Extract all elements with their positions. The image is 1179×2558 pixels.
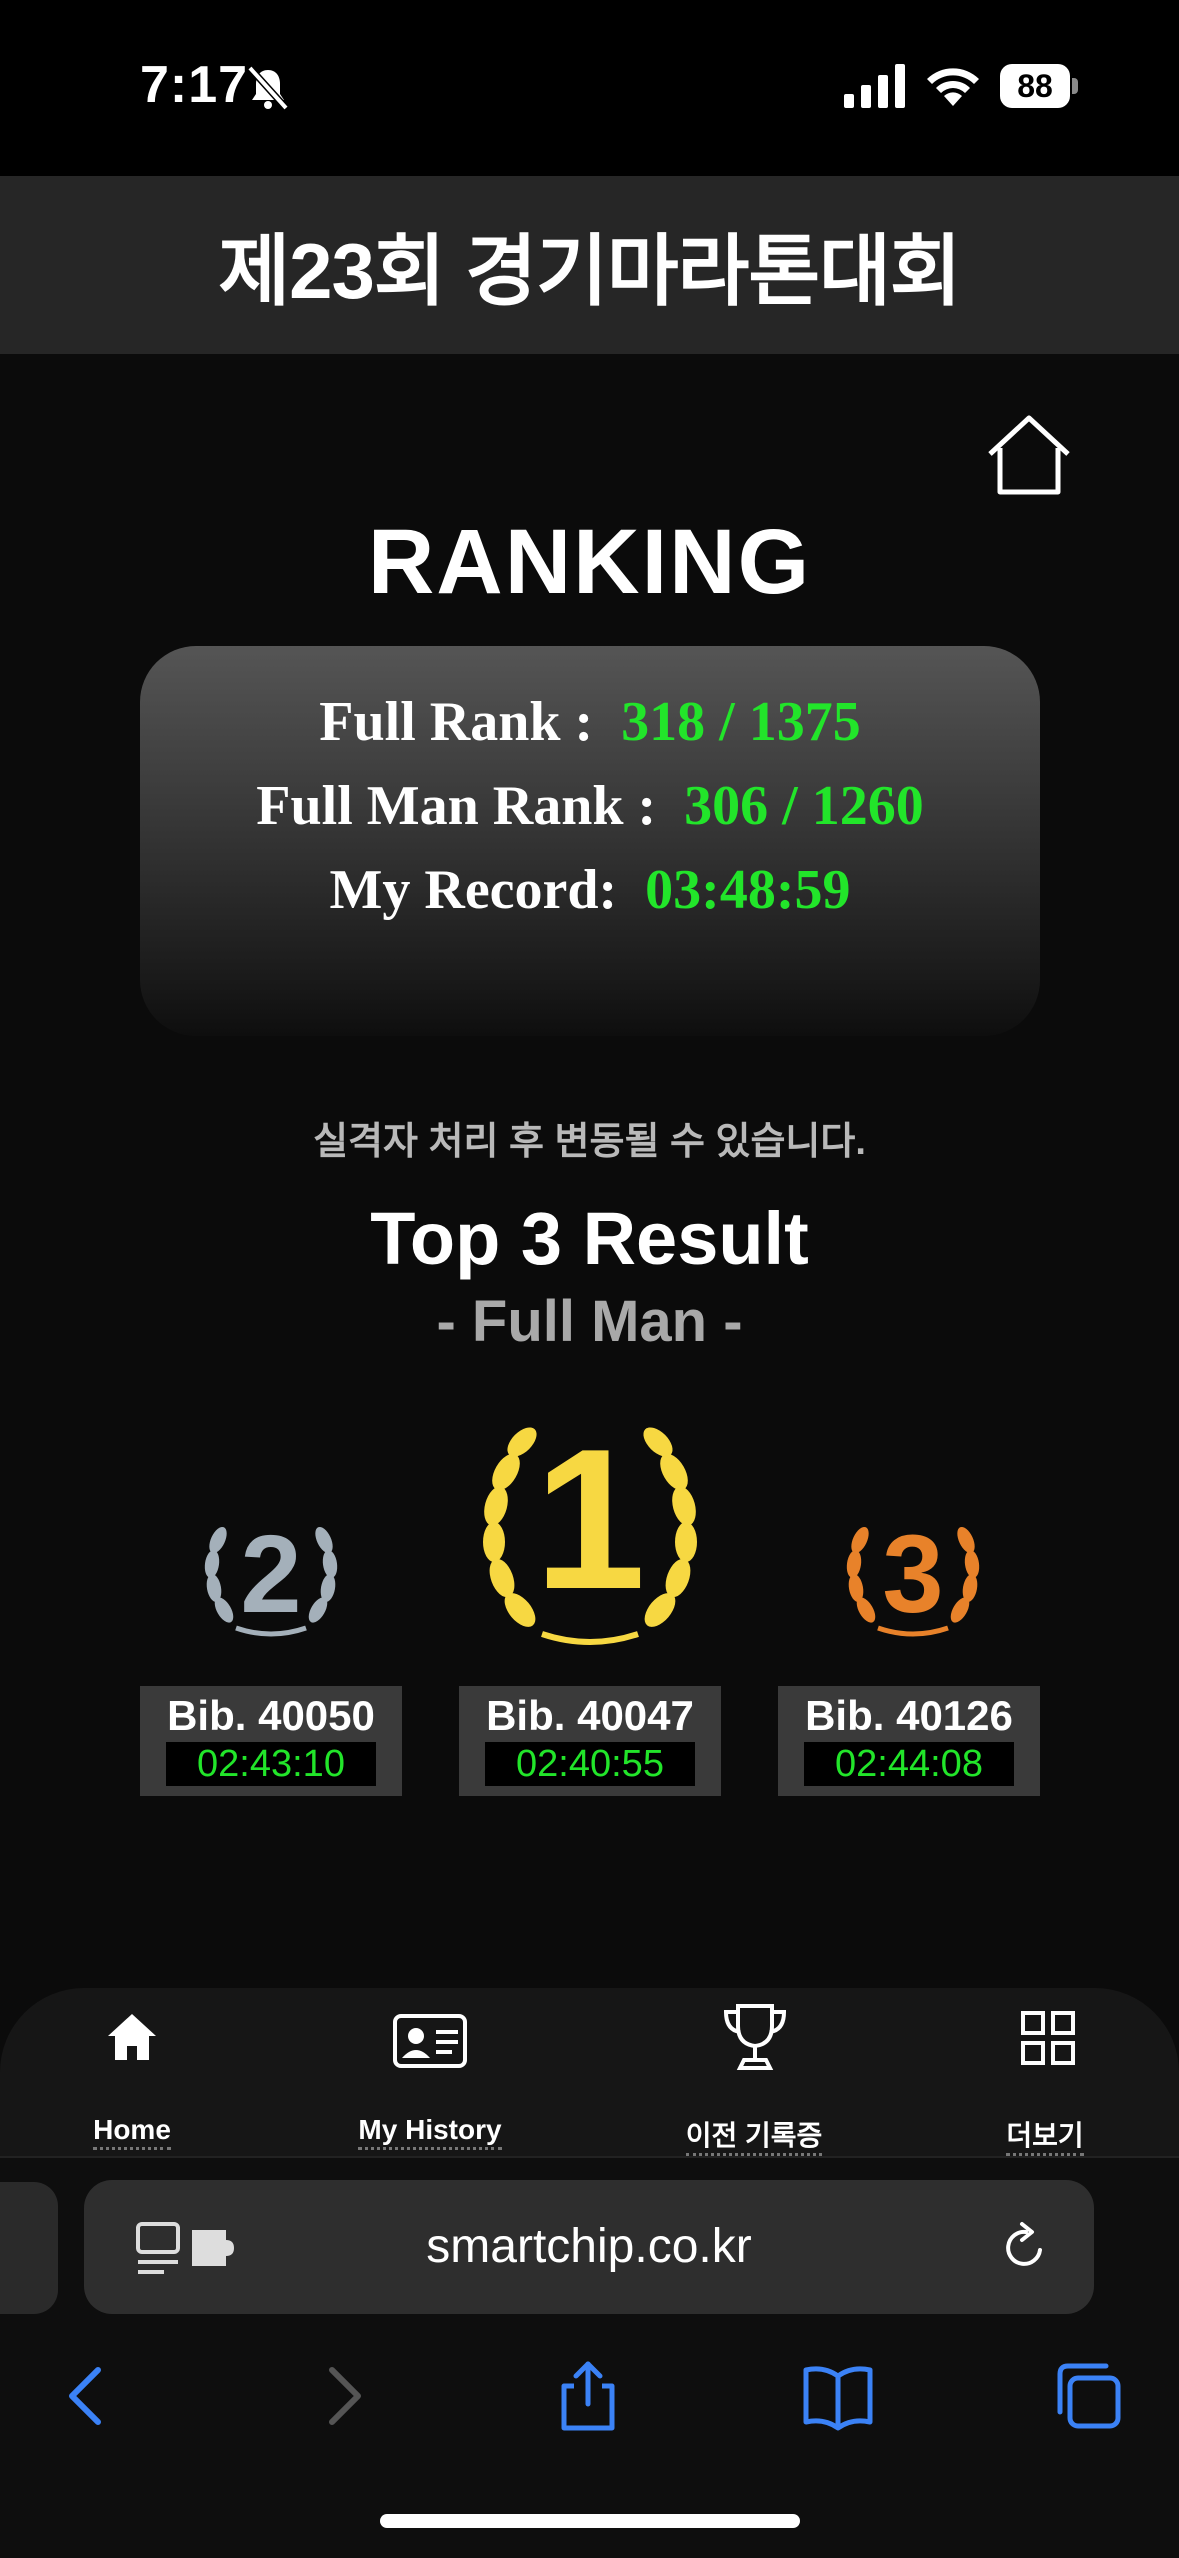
bottom-nav: Home My History 이전 기록증 더보기 <box>0 1988 1179 2156</box>
first-place-card: Bib. 40047 02:40:55 <box>459 1686 721 1796</box>
full-man-rank-value: 306 / 1260 <box>684 775 924 837</box>
top3-subtitle: - Full Man - <box>436 1289 743 1354</box>
full-rank-row: Full Rank : 318 / 1375 <box>140 690 1040 754</box>
tabs-icon[interactable] <box>1050 2358 1126 2434</box>
third-place-card: Bib. 40126 02:44:08 <box>778 1686 1040 1796</box>
grid-icon <box>1021 2011 1075 2065</box>
third-place-bib: Bib. 40126 <box>805 1692 1013 1739</box>
my-record-label: My Record: <box>329 859 618 921</box>
full-rank-label: Full Rank : <box>319 691 594 753</box>
third-place-rank: 3 <box>882 1513 943 1636</box>
bookmarks-icon[interactable] <box>800 2358 876 2434</box>
browser-toolbar: smartchip.co.kr <box>0 2156 1179 2558</box>
third-place-laurel-icon: 3 <box>846 1513 980 1637</box>
page-menu-icon[interactable] <box>134 2220 254 2276</box>
event-title: 제23회 경기마라톤대회 <box>218 227 961 315</box>
home-indicator[interactable] <box>380 2514 800 2528</box>
wifi-icon <box>927 68 979 106</box>
second-place-card: Bib. 40050 02:43:10 <box>140 1686 402 1796</box>
reload-icon[interactable] <box>996 2220 1052 2276</box>
second-place-laurel-icon: 2 <box>204 1513 338 1637</box>
full-man-rank-row: Full Man Rank : 306 / 1260 <box>140 774 1040 838</box>
nav-label-home: Home <box>93 2114 171 2150</box>
bell-muted-icon <box>247 65 289 111</box>
third-place-time: 02:44:08 <box>804 1742 1014 1786</box>
status-bar: 7:17 88 <box>0 0 1179 176</box>
cellular-signal-icon <box>844 64 905 108</box>
ranking-title: RANKING <box>367 511 812 613</box>
back-icon[interactable] <box>50 2358 126 2434</box>
nav-label-my-history: My History <box>358 2114 502 2150</box>
first-place-bib: Bib. 40047 <box>486 1692 694 1739</box>
nav-item-home[interactable]: Home <box>60 1988 204 2156</box>
battery-tip <box>1072 78 1078 94</box>
rank-card: Full Rank : 318 / 1375 Full Man Rank : 3… <box>140 646 1040 1036</box>
nav-item-previous-certificates[interactable]: 이전 기록증 <box>664 1988 844 2156</box>
second-place-time: 02:43:10 <box>166 1742 376 1786</box>
battery-indicator: 88 <box>1000 64 1078 108</box>
previous-tab-preview[interactable] <box>0 2182 58 2314</box>
first-place-time: 02:40:55 <box>485 1742 695 1786</box>
nav-item-my-history[interactable]: My History <box>340 1988 520 2156</box>
battery-level: 88 <box>1000 64 1070 108</box>
my-record-row: My Record: 03:48:59 <box>140 858 1040 922</box>
first-place-laurel-icon: 1 <box>483 1420 697 1645</box>
second-place-rank: 2 <box>240 1513 301 1636</box>
event-header: 제23회 경기마라톤대회 <box>0 176 1179 354</box>
disqualification-notice: 실격자 처리 후 변동될 수 있습니다. <box>313 1121 866 1163</box>
nav-label-more: 더보기 <box>1006 2120 1084 2156</box>
share-icon[interactable] <box>550 2358 626 2434</box>
forward-icon[interactable] <box>304 2358 380 2434</box>
nav-label-previous-certificates: 이전 기록증 <box>685 2120 823 2156</box>
home-icon[interactable] <box>982 412 1076 496</box>
full-rank-value: 318 / 1375 <box>621 691 861 753</box>
home-icon <box>108 2014 156 2060</box>
nav-item-more[interactable]: 더보기 <box>980 1988 1110 2156</box>
status-time: 7:17 <box>140 56 249 114</box>
full-man-rank-label: Full Man Rank : <box>256 775 657 837</box>
address-bar[interactable]: smartchip.co.kr <box>84 2180 1094 2314</box>
first-place-rank: 1 <box>534 1420 645 1631</box>
url-text: smartchip.co.kr <box>426 2220 752 2273</box>
top3-title: Top 3 Result <box>370 1197 809 1280</box>
my-record-value: 03:48:59 <box>645 859 851 921</box>
second-place-bib: Bib. 40050 <box>167 1692 375 1739</box>
id-card-icon <box>393 2014 467 2068</box>
trophy-icon <box>723 2004 787 2070</box>
